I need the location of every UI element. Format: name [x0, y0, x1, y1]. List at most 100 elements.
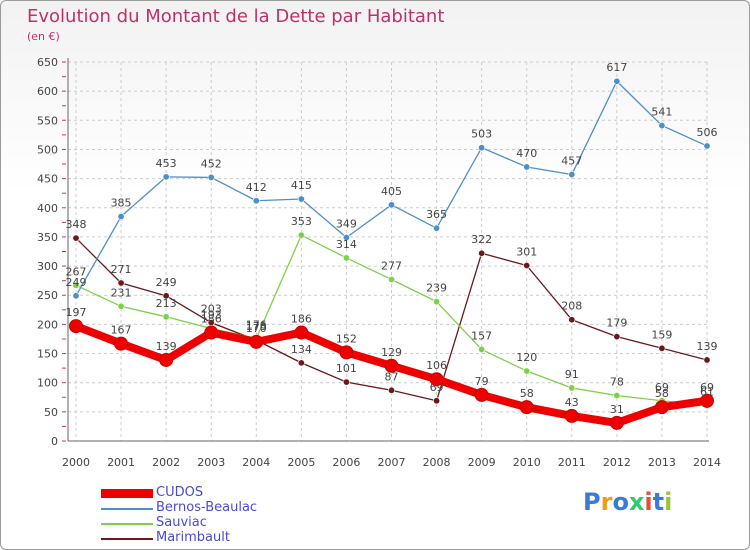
data-label-bernos-beaulac: 453 [156, 157, 177, 170]
logo-letter: i [664, 488, 673, 516]
data-point-cudos [564, 408, 579, 423]
y-tick-label: 100 [37, 377, 58, 390]
data-point-cudos [609, 415, 624, 430]
data-point-sauviac [117, 302, 125, 310]
legend-swatch [101, 538, 153, 540]
data-label-bernos-beaulac: 349 [336, 218, 357, 231]
data-label-cudos: 167 [111, 324, 132, 337]
y-tick-label: 0 [51, 435, 58, 448]
data-point-bernos-beaulac [162, 173, 170, 181]
data-label-bernos-beaulac: 503 [471, 128, 492, 141]
x-tick-label: 2003 [197, 456, 225, 469]
data-point-cudos [204, 325, 219, 340]
logo-letter: o [612, 488, 629, 516]
data-label-sauviac: 213 [156, 297, 177, 310]
data-point-bernos-beaulac [433, 224, 441, 232]
data-point-cudos [249, 334, 264, 349]
data-point-cudos [384, 358, 399, 373]
y-tick-label: 550 [37, 114, 58, 127]
legend-label: Bernos-Beaulac [156, 500, 258, 515]
data-label-bernos-beaulac: 412 [246, 181, 267, 194]
x-tick-label: 2008 [423, 456, 451, 469]
x-tick-label: 2000 [62, 456, 90, 469]
data-point-sauviac [72, 281, 80, 289]
data-point-bernos-beaulac [297, 195, 305, 203]
data-label-cudos: 186 [201, 313, 222, 326]
data-point-marimbault [387, 386, 395, 394]
y-tick-label: 600 [37, 85, 58, 98]
data-label-cudos: 152 [336, 332, 357, 345]
logo-letter: r [600, 488, 613, 516]
legend-swatch [101, 523, 153, 525]
data-point-marimbault [568, 316, 576, 324]
data-point-cudos [700, 393, 714, 408]
data-point-sauviac [162, 313, 170, 321]
data-label-bernos-beaulac: 617 [606, 61, 627, 74]
data-label-marimbault: 322 [471, 233, 492, 246]
data-label-sauviac: 120 [516, 351, 537, 364]
logo-letter: P [583, 488, 601, 516]
data-label-sauviac: 193 [201, 308, 222, 321]
y-tick-label: 400 [37, 202, 58, 215]
data-point-marimbault [523, 261, 531, 269]
x-tick-label: 2014 [693, 456, 721, 469]
proxiti-logo: Proxiti [583, 488, 672, 516]
y-tick-label: 450 [37, 173, 58, 186]
data-point-marimbault [433, 397, 441, 405]
x-tick-label: 2005 [287, 456, 315, 469]
x-tick-label: 2006 [332, 456, 360, 469]
data-label-sauviac: 314 [336, 238, 357, 251]
data-label-sauviac: 61 [700, 385, 714, 398]
data-label-marimbault: 301 [516, 245, 537, 258]
y-tick-label: 500 [37, 143, 58, 156]
x-tick-label: 2002 [152, 456, 180, 469]
logo-letter: t [652, 488, 665, 516]
data-point-marimbault [613, 333, 621, 341]
data-label-cudos: 58 [655, 387, 669, 400]
chart-title: Evolution du Montant de la Dette par Hab… [27, 6, 445, 27]
data-point-bernos-beaulac [658, 122, 666, 130]
data-label-marimbault: 134 [291, 343, 312, 356]
data-label-cudos: 197 [66, 306, 87, 319]
data-point-marimbault [117, 279, 125, 287]
x-tick-label: 2007 [378, 456, 406, 469]
data-label-bernos-beaulac: 470 [516, 147, 537, 160]
y-tick-label: 250 [37, 289, 58, 302]
logo-letter: i [644, 488, 653, 516]
data-label-cudos: 106 [426, 359, 447, 372]
x-tick-label: 2012 [603, 456, 631, 469]
data-label-bernos-beaulac: 365 [426, 208, 447, 221]
data-label-cudos: 58 [520, 387, 534, 400]
data-point-bernos-beaulac [342, 234, 350, 242]
data-point-cudos [429, 372, 444, 387]
x-tick-label: 2001 [107, 456, 135, 469]
data-point-sauviac [342, 254, 350, 262]
data-point-bernos-beaulac [72, 292, 80, 300]
data-label-bernos-beaulac: 452 [201, 157, 222, 170]
data-label-marimbault: 87 [385, 370, 399, 383]
data-label-cudos: 69 [700, 381, 714, 394]
data-point-sauviac [433, 298, 441, 306]
data-point-cudos [654, 400, 669, 415]
data-label-marimbault: 101 [336, 362, 357, 375]
data-label-marimbault: 159 [651, 328, 672, 341]
data-point-sauviac [478, 345, 486, 353]
legend-label: Sauviac [156, 515, 207, 530]
data-label-bernos-beaulac: 457 [561, 155, 582, 168]
data-point-cudos [159, 352, 174, 367]
data-label-marimbault: 179 [606, 317, 627, 330]
data-label-sauviac: 78 [610, 376, 624, 389]
data-label-sauviac: 353 [291, 215, 312, 228]
data-label-bernos-beaulac: 405 [381, 185, 402, 198]
data-label-sauviac: 176 [246, 318, 267, 331]
data-label-sauviac: 69 [655, 381, 669, 394]
legend-label: CUDOS [156, 485, 204, 500]
data-label-sauviac: 277 [381, 259, 402, 272]
data-label-cudos: 43 [565, 396, 579, 409]
data-point-bernos-beaulac [207, 173, 215, 181]
data-label-cudos: 139 [156, 340, 177, 353]
data-point-sauviac [613, 392, 621, 400]
data-label-marimbault: 139 [697, 340, 718, 353]
